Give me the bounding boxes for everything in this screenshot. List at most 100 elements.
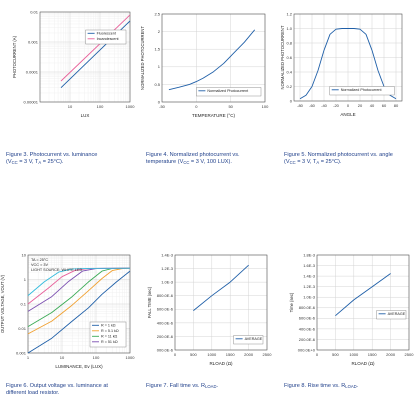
y-tick-label: 1.4E-3 xyxy=(161,252,174,257)
x-tick-label: 1000 xyxy=(349,352,359,357)
chart-fig7-svg: 0 500 1000 1500 2000 2500 000.0E-6 200.0E-6 400.… xyxy=(147,252,272,366)
caption-fig4-line1: Figure 4. Normalized photocurrent vs. xyxy=(146,152,240,158)
caption-fig7-line1: Figure 7. Fall time vs. RLOAD. xyxy=(146,383,219,389)
y-tick-label: 0.00001 xyxy=(24,99,39,104)
y-tick-label: 1.2E-3 xyxy=(161,266,174,271)
x-tick-label: -60 xyxy=(309,103,316,108)
y-tick-label: 2 xyxy=(158,29,161,34)
y-tick-label: 1.2E-3 xyxy=(303,284,316,289)
series-line-1 xyxy=(60,14,131,82)
series-line-0 xyxy=(193,264,249,311)
legend-box xyxy=(196,87,262,97)
legend-label: Incandescent xyxy=(97,37,119,41)
y-axis-label: Time (sec) xyxy=(289,292,294,312)
y-axis-label: NORMALIZED PHOTOCURRENT xyxy=(140,26,145,90)
legend-label: R = 11 kΩ xyxy=(101,335,118,339)
y-tick-label: 0.001 xyxy=(16,350,27,355)
legend-box xyxy=(89,321,127,348)
x-tick-label: 500 xyxy=(190,352,197,357)
x-tick-label: 2000 xyxy=(386,352,396,357)
x-tick-label: 100 xyxy=(97,104,104,109)
legend-box xyxy=(85,29,127,45)
x-tick-label: 40 xyxy=(370,103,375,108)
chart-fig5: -80 -60 -40 -20 0 20 40 60 80 0 0.2 0.4 0.6 0.8 1.0 1.2… xyxy=(280,0,419,150)
y-tick-label: 1.2 xyxy=(286,11,292,16)
caption-fig3-line2: (VCC = 3 V, TA = 25°C). xyxy=(6,159,64,166)
series-line-0 xyxy=(299,28,397,100)
x-tick-label: -80 xyxy=(297,103,304,108)
y-tick-label: 0 xyxy=(290,98,293,103)
y-tick-label: 600.0E-6 xyxy=(157,307,174,312)
caption-fig3: Figure 3. Photocurrent vs. luminance (VC… xyxy=(6,152,140,167)
x-tick-label: 60 xyxy=(382,103,387,108)
caption-fig4-line2: temperature (VCC = 3 V, 100 LUX). xyxy=(146,159,232,166)
chart-fig8: 0 500 1000 1500 2000 2500 000.0E+0 200.0E-6 400.… xyxy=(280,245,419,380)
x-tick-label: 2000 xyxy=(244,352,254,357)
y-tick-label: 1.6E-3 xyxy=(303,263,316,268)
chart-fig6-svg: 1 10 100 1000 0.001 0.01 0.1 1 10 LUMINANCE, Ev (… xyxy=(0,252,136,369)
y-axis-label: FALL TIME (sec) xyxy=(147,286,152,318)
legend-label: Fluorescent xyxy=(97,32,116,36)
plot-frame xyxy=(39,11,131,103)
plot-frame xyxy=(161,13,266,103)
caption-fig8: Figure 8. Rise time vs. RLOAD. xyxy=(284,383,419,390)
y-tick-label: 000.0E+0 xyxy=(298,347,316,352)
y-tick-label: 0.8 xyxy=(286,40,292,45)
x-axis-label: RLOAD (Ω) xyxy=(351,361,375,366)
caption-fig5-line2: (VCC = 3 V, TA = 25°C). xyxy=(284,159,342,166)
y-tick-label: 000.0E-6 xyxy=(157,347,174,352)
y-tick-label: 0 xyxy=(158,99,161,104)
y-tick-label: 1.4E-3 xyxy=(303,274,316,279)
caption-fig6-line2: different load resistor. xyxy=(6,390,60,397)
y-tick-label: 1.0E-3 xyxy=(303,295,316,300)
condition-label: VCC = 3V xyxy=(31,263,48,267)
y-axis-label: NORMALIZED PHOTOCURRENT xyxy=(280,25,285,89)
y-tick-label: 1 xyxy=(24,277,27,282)
plot-frame xyxy=(316,254,410,351)
legend-label: Normalized Photocurrent xyxy=(207,89,248,93)
caption-fig4: Figure 4. Normalized photocurrent vs. te… xyxy=(146,152,280,167)
x-tick-label: 50 xyxy=(228,104,233,109)
chart-fig5-svg: -80 -60 -40 -20 0 20 40 60 80 0 0.2 0.4 0.6 0.8 1.0 1.2… xyxy=(280,11,403,117)
caption-fig5: Figure 5. Normalized photocurrent vs. an… xyxy=(284,152,419,167)
y-tick-label: 200.0E-6 xyxy=(299,337,316,342)
x-tick-label: 100 xyxy=(262,104,269,109)
y-tick-label: 0.6 xyxy=(286,55,292,60)
x-axis-label: TEMPERATURE (°C) xyxy=(192,113,235,118)
y-tick-label: 1.5 xyxy=(154,47,160,52)
caption-fig6-line1: Figure 6. Output voltage vs. luminance a… xyxy=(6,383,108,389)
y-tick-label: 0.1 xyxy=(20,301,26,306)
x-tick-label: 1500 xyxy=(368,352,378,357)
chart-fig3-svg: 10 100 1000 0.00001 0.0001 0.001 0.01 LUX PHOTOC… xyxy=(12,9,135,118)
chart-fig7: 0 500 1000 1500 2000 2500 000.0E-6 200.0E-6 400.… xyxy=(140,245,280,380)
caption-fig5-line1: Figure 5. Normalized photocurrent vs. an… xyxy=(284,152,393,158)
x-tick-label: 1000 xyxy=(126,355,136,360)
y-tick-label: 1.0 xyxy=(286,26,292,31)
x-tick-label: 500 xyxy=(332,352,339,357)
y-tick-label: 400.0E-6 xyxy=(299,326,316,331)
y-tick-label: 1.8E-3 xyxy=(303,252,316,257)
x-axis-label: LUX xyxy=(81,113,90,118)
legend-box xyxy=(233,335,264,345)
legend-label: R = 5.1 kΩ xyxy=(101,329,119,333)
x-tick-label: 0 xyxy=(347,103,350,108)
legend-label: R = 1 kΩ xyxy=(101,324,116,328)
caption-fig3-line1: Figure 3. Photocurrent vs. luminance xyxy=(6,152,98,158)
plot-frame xyxy=(293,13,403,102)
x-axis-label: LUMINANCE, Ev (LUX) xyxy=(55,364,103,369)
y-tick-label: 400.0E-6 xyxy=(157,320,174,325)
legend-box xyxy=(376,310,407,320)
series-line-3 xyxy=(27,267,131,312)
y-tick-label: 1 xyxy=(158,64,161,69)
chart-fig4: -50 0 50 100 0 0.5 1 1.5 2 2.5 TEMPERATURE (°C) NOR… xyxy=(140,0,280,150)
x-tick-label: 100 xyxy=(93,355,100,360)
x-tick-label: -50 xyxy=(159,104,166,109)
y-tick-label: 0.5 xyxy=(154,82,160,87)
x-tick-label: 0 xyxy=(195,104,198,109)
y-axis-label: PHOTOCURRENT (A) xyxy=(12,35,17,78)
y-tick-label: 800.0E-6 xyxy=(299,305,316,310)
x-axis-label: ANGLE xyxy=(340,112,355,117)
condition-label: TA = 25°C xyxy=(31,258,48,262)
y-tick-label: 0.4 xyxy=(286,69,292,74)
